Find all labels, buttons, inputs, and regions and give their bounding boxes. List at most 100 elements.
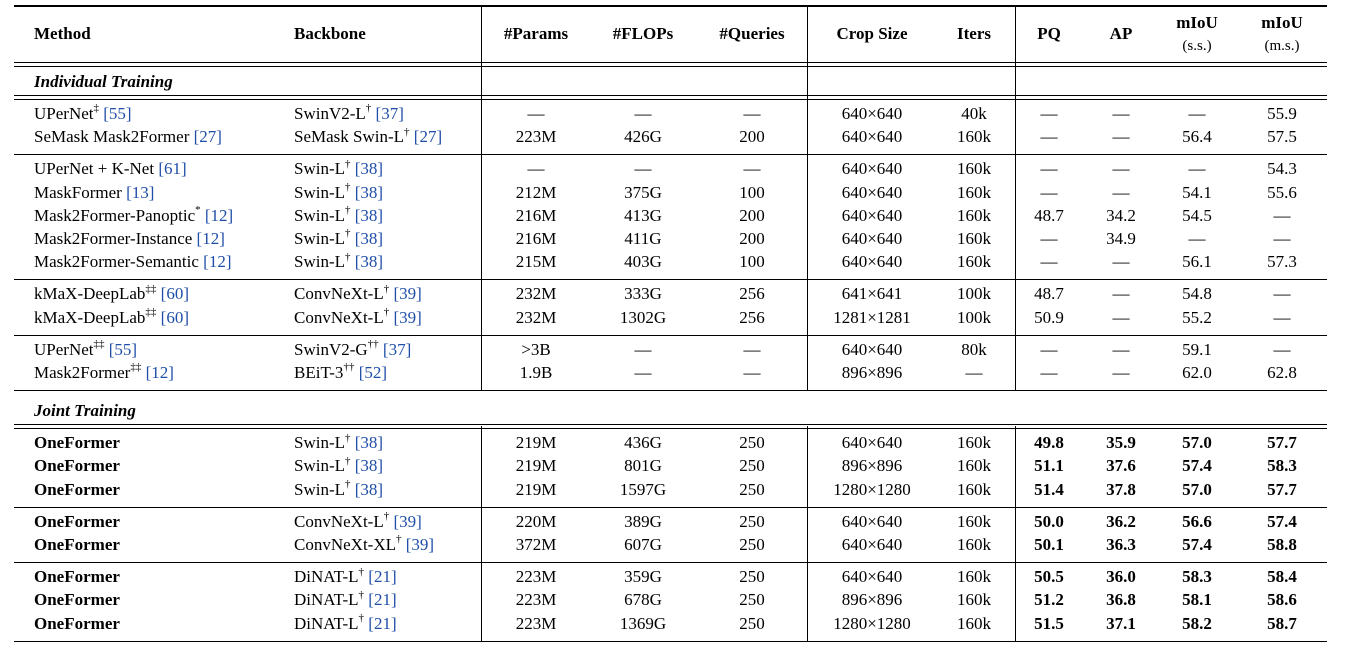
cell-params: 1.9B: [520, 363, 553, 383]
backbone-sup: †: [383, 510, 390, 523]
value-pq: 50.1: [1034, 535, 1064, 554]
value-iters: 160k: [957, 590, 991, 610]
cell-miou-ss: —: [1189, 229, 1206, 249]
value-params: 219M: [515, 456, 557, 476]
value-queries: 250: [739, 511, 765, 531]
cell-flops: 801G: [624, 456, 662, 476]
backbone-name: DiNAT-L: [294, 613, 359, 633]
value-flops: 333G: [624, 284, 662, 304]
backbone-citation: [39]: [393, 511, 422, 531]
value-queries: 250: [739, 535, 765, 554]
value-queries: 200: [739, 229, 765, 248]
method-cell: kMaX-DeepLab‡‡ [60]: [34, 282, 189, 304]
value-params: 223M: [515, 590, 557, 610]
value-params: 223M: [515, 127, 557, 147]
value-queries: —: [743, 339, 761, 359]
cell-miou-ss: —: [1189, 159, 1206, 179]
value-miou-ss: 56.4: [1182, 127, 1212, 147]
section-rule: [14, 428, 1327, 430]
backbone-citation: [38]: [354, 229, 384, 248]
cell-miou-ms: —: [1274, 206, 1291, 226]
cell-queries: 250: [739, 456, 765, 476]
value-pq: —: [1040, 159, 1058, 179]
value-miou-ms: —: [1273, 307, 1291, 327]
cell-flops: 389G: [624, 512, 662, 532]
header-pq: PQ: [1037, 24, 1061, 43]
cell-miou-ss: 58.3: [1182, 567, 1212, 587]
cell-flops: 1597G: [620, 480, 666, 500]
cell-ap: 36.0: [1106, 567, 1136, 587]
value-pq: 51.2: [1034, 590, 1064, 610]
value-crop: 640×640: [841, 535, 903, 554]
method-name: OneFormer: [34, 590, 120, 610]
group-rule: [14, 279, 1327, 281]
value-pq: 50.0: [1034, 511, 1064, 531]
cell-miou-ss: 54.1: [1182, 183, 1212, 203]
method-citation: [60]: [160, 284, 189, 304]
cell-pq: 50.9: [1034, 308, 1064, 328]
method-name: OneFormer: [34, 433, 120, 453]
value-miou-ss: 56.6: [1182, 511, 1212, 531]
cell-flops: —: [635, 340, 652, 360]
method-name: SeMask Mask2Former: [34, 127, 190, 147]
value-queries: 250: [739, 433, 765, 453]
backbone-name: Swin-L: [294, 252, 345, 272]
cell-iters: —: [966, 363, 983, 383]
value-params: 216M: [515, 205, 557, 225]
cell-ap: —: [1113, 104, 1130, 124]
method-cell: kMaX-DeepLab‡‡ [60]: [34, 306, 189, 328]
backbone-citation: [52]: [358, 363, 388, 382]
cell-crop: 640×640: [842, 229, 903, 249]
value-iters: 160k: [957, 252, 991, 272]
cell-iters: 100k: [957, 284, 991, 304]
method-sup: ‡‡: [145, 282, 157, 295]
cell-pq: 50.5: [1034, 567, 1064, 587]
header-backbone: Backbone: [294, 24, 366, 43]
value-miou-ss: 57.0: [1182, 433, 1212, 453]
cell-crop: 641×641: [842, 284, 903, 304]
section-rule: [14, 424, 1327, 426]
cell-pq: —: [1041, 252, 1058, 272]
value-crop: 1281×1281: [833, 307, 911, 327]
cell-ap: —: [1113, 308, 1130, 328]
value-miou-ss: 54.5: [1182, 205, 1212, 225]
method-cell: MaskFormer [13]: [34, 183, 154, 203]
cell-pq: 51.1: [1034, 456, 1064, 476]
value-miou-ms: 58.7: [1267, 613, 1297, 633]
cell-pq: 50.1: [1034, 535, 1064, 555]
backbone-citation: [38]: [354, 205, 384, 225]
cell-params: 372M: [516, 535, 557, 555]
method-cell: OneFormer: [34, 480, 120, 500]
backbone-sup: †: [345, 204, 351, 217]
value-flops: —: [634, 104, 652, 123]
cell-miou-ss: 54.8: [1182, 284, 1212, 304]
value-flops: —: [634, 363, 652, 382]
cell-miou-ms: 58.4: [1267, 567, 1297, 587]
section-title-text: Individual Training: [34, 72, 173, 91]
value-ap: —: [1112, 182, 1130, 202]
backbone-name: Swin-L: [294, 433, 345, 453]
cell-ap: —: [1113, 252, 1130, 272]
cell-pq: —: [1041, 183, 1058, 203]
cell-params: 219M: [516, 480, 557, 500]
backbone-sup: †: [365, 102, 372, 115]
method-cell: UPerNet‡‡ [55]: [34, 339, 137, 360]
column-divider: [807, 426, 808, 641]
cell-miou-ms: 57.7: [1267, 433, 1297, 453]
value-ap: 35.9: [1106, 433, 1136, 453]
cell-iters: 160k: [957, 252, 991, 272]
value-iters: 160k: [957, 229, 991, 248]
backbone-sup: †: [345, 454, 351, 467]
cell-ap: —: [1113, 127, 1130, 147]
value-flops: —: [634, 159, 652, 179]
backbone-citation: [39]: [393, 284, 422, 304]
cell-miou-ms: 55.6: [1267, 183, 1297, 203]
cell-ap: 37.8: [1106, 480, 1136, 500]
value-queries: 250: [739, 613, 765, 633]
cell-queries: —: [744, 159, 761, 179]
method-name: OneFormer: [34, 479, 120, 499]
value-params: 215M: [515, 252, 557, 272]
cell-miou-ss: 58.2: [1182, 614, 1212, 634]
value-miou-ms: —: [1273, 284, 1291, 304]
